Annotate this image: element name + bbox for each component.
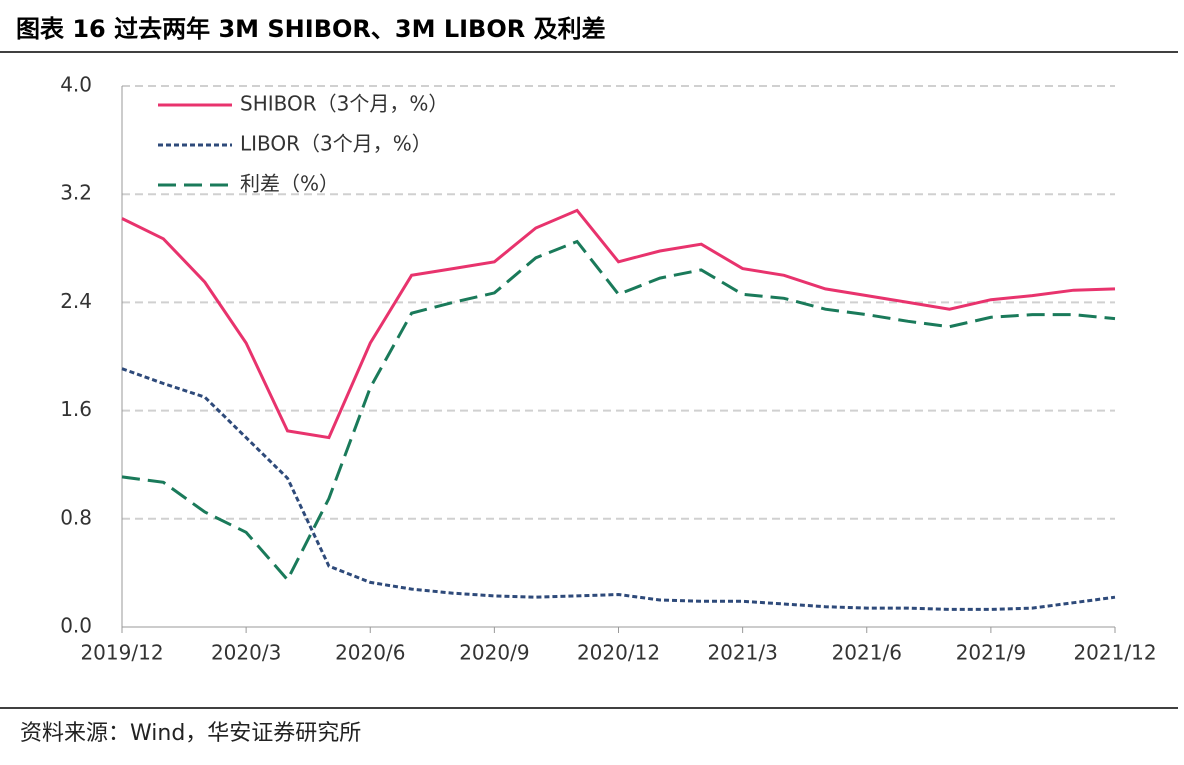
x-tick-label: 2021/6: [832, 641, 902, 665]
y-tick-label: 1.6: [60, 397, 92, 421]
x-tick-label: 2019/12: [80, 641, 163, 665]
legend-label: SHIBOR（3个月，%）: [240, 92, 448, 116]
x-tick-label: 2021/3: [707, 641, 777, 665]
legend-label: 利差（%）: [240, 172, 339, 196]
y-tick-label: 3.2: [60, 181, 92, 205]
y-tick-label: 0.0: [60, 614, 92, 638]
x-tick-label: 2020/9: [459, 641, 529, 665]
series-line: [121, 208, 1116, 440]
legend-label: LIBOR（3个月，%）: [240, 132, 432, 156]
x-tick-label: 2020/12: [577, 641, 660, 665]
x-tick-label: 2020/6: [335, 641, 405, 665]
source: 资料来源：Wind，华安证券研究所: [20, 721, 361, 746]
y-tick-label: 4.0: [60, 73, 92, 97]
x-tick-label: 2020/3: [211, 641, 281, 665]
series-line: [121, 367, 1116, 611]
x-tick-label: 2021/9: [956, 641, 1026, 665]
chart-title: 图表 16 过去两年 3M SHIBOR、3M LIBOR 及利差: [16, 15, 606, 43]
x-tick-label: 2021/12: [1073, 641, 1156, 665]
y-tick-label: 0.8: [60, 505, 92, 529]
y-tick-label: 2.4: [60, 289, 92, 313]
